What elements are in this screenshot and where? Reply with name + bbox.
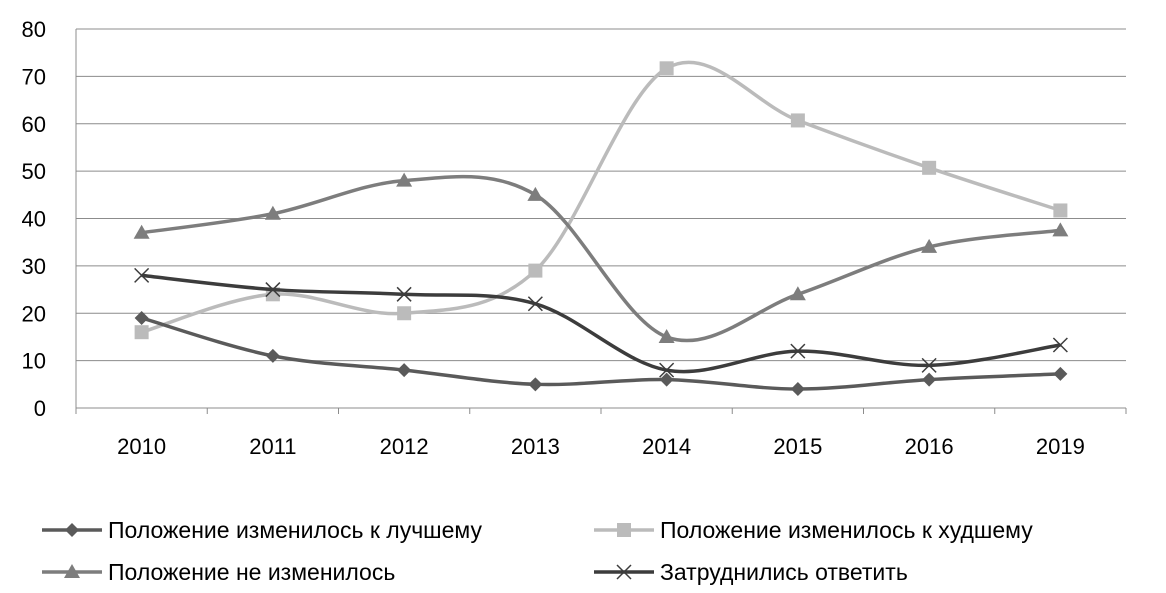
series-2: [133, 172, 1069, 343]
legend-item: Положение изменилось к худшему: [594, 517, 1033, 543]
x-tick-label: 2012: [380, 434, 429, 459]
x-tick-label: 2010: [117, 434, 166, 459]
data-point: [659, 372, 674, 387]
y-tick-label: 10: [22, 349, 46, 374]
y-tick-label: 0: [34, 396, 46, 421]
y-tick-label: 70: [22, 64, 46, 89]
axes: [75, 29, 1127, 414]
x-tick-label: 2011: [249, 434, 296, 459]
legend-label: Положение не изменилось: [108, 559, 395, 585]
data-point: [1053, 203, 1068, 218]
legend-label: Положение изменилось к лучшему: [108, 517, 482, 543]
data-point: [659, 61, 674, 76]
data-point: [134, 267, 150, 283]
data-point: [134, 325, 149, 340]
legend: Положение изменилось к лучшему Положение …: [42, 517, 1033, 585]
data-point: [133, 224, 150, 239]
data-point: [528, 377, 543, 392]
series-0: [134, 310, 1068, 397]
y-tick-label: 60: [22, 112, 46, 137]
data-point: [659, 362, 675, 378]
data-point: [921, 357, 937, 373]
y-axis-ticks: 0 10 20 30 40 50 60 70 80: [22, 17, 46, 421]
legend-marker: [617, 523, 631, 537]
y-tick-label: 20: [22, 301, 46, 326]
x-tick-label: 2013: [511, 434, 560, 459]
x-tick-label: 2016: [905, 434, 954, 459]
data-point: [790, 382, 805, 397]
data-point: [658, 328, 675, 343]
data-point: [922, 160, 937, 175]
series-line: [141, 174, 1061, 343]
data-point: [789, 286, 806, 301]
legend-item: Затруднились ответить: [594, 559, 908, 585]
y-tick-label: 80: [22, 17, 46, 42]
data-point: [922, 372, 937, 387]
x-tick-label: 2014: [642, 434, 691, 459]
y-tick-label: 30: [22, 254, 46, 279]
series-line: [141, 273, 1061, 374]
legend-item: Положение не изменилось: [42, 559, 395, 585]
data-point: [1052, 222, 1069, 237]
data-point: [264, 205, 281, 220]
data-point: [396, 172, 413, 187]
data-point: [790, 113, 805, 128]
data-point: [265, 348, 280, 363]
data-point: [921, 238, 938, 253]
legend-marker: [616, 564, 632, 580]
data-point: [396, 286, 412, 302]
legend-marker: [65, 523, 79, 537]
data-point: [528, 263, 543, 278]
data-point: [790, 343, 806, 359]
series-line: [141, 316, 1061, 391]
data-point: [1052, 337, 1068, 353]
x-tick-label: 2019: [1036, 434, 1085, 459]
series-1: [134, 60, 1068, 340]
series-3: [134, 267, 1068, 378]
grid-lines: [76, 28, 1126, 362]
x-axis-ticks: 2010 2011 2012 2013 2014 2015 2016 2019: [117, 434, 1085, 459]
data-point: [1053, 366, 1068, 381]
series-group: [133, 60, 1069, 397]
data-point: [265, 282, 281, 298]
data-point: [527, 296, 543, 312]
legend-item: Положение изменилось к лучшему: [42, 517, 482, 543]
y-tick-label: 40: [22, 207, 46, 232]
data-point: [397, 306, 412, 321]
legend-label: Затруднились ответить: [660, 559, 908, 585]
data-point: [134, 310, 149, 325]
data-point: [397, 363, 412, 378]
legend-label: Положение изменилось к худшему: [660, 517, 1033, 543]
legend-marker: [64, 564, 80, 578]
y-tick-label: 50: [22, 159, 46, 184]
series-line: [141, 60, 1061, 334]
data-point: [527, 186, 544, 201]
x-tick-label: 2015: [773, 434, 822, 459]
